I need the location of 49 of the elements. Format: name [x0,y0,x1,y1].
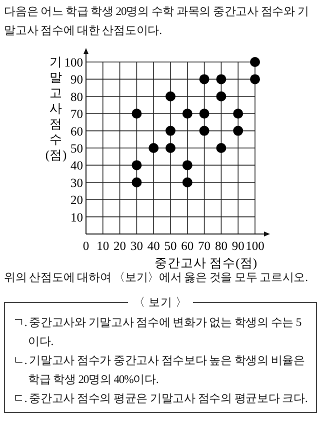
x-tick-label: 10 [96,239,110,253]
text: ㄴ. 기말고사 점수가 중간고사 점수보다 높은 학생의 비율은 학급 학생 20명의 40%이다. [13,353,306,388]
y-tick-label: 70 [70,107,83,122]
point [216,91,226,102]
text: ㄷ. 중간고사 점수의 평균은 기말고사 점수의 평균보다 크다. [13,391,308,407]
point [166,91,176,102]
y-tick-label: 10 [70,210,83,224]
y-tick-label: 40 [70,158,83,173]
point [182,160,192,170]
y-tick-label: 90 [70,72,83,87]
y-axis-title: 기말고사 점수(점) [45,55,67,162]
point [166,126,176,136]
y-tick-label: 100 [64,56,83,70]
point [233,126,244,136]
point [166,143,176,153]
y-tick-label: 60 [70,124,83,138]
point [250,74,260,84]
x-axis-title: 중간고사 점수(점) [154,256,257,270]
x-tick-label: 30 [130,239,143,253]
point [216,143,226,153]
y-tick-label: 50 [70,142,83,156]
x-tick-label: 40 [147,239,160,253]
x-tick-label: 50 [164,239,177,253]
x-tick-label: 80 [214,239,228,253]
x-tick-label: 70 [198,239,211,253]
point [199,126,210,136]
x-tick-label: 90 [232,239,244,253]
text: 〈 보기 〉 [128,296,194,309]
point [199,108,210,119]
y-tick-label: 80 [70,90,83,104]
point [250,57,260,67]
point [182,177,192,188]
y-tick-label: 30 [70,176,83,190]
x-tick-label: 20 [114,239,126,253]
chart-title: 다음은 어느 학급 학생 20명의 수학 과목의 중간고사 점수와 기말고사 점수에 대한 산점도이다. [4,4,310,39]
point [182,108,192,119]
point [132,108,142,119]
x-tick-label: 0 [82,239,90,253]
point [132,160,142,170]
point [216,74,226,84]
x-tick-label: 100 [246,239,264,253]
x-tick-label: 60 [181,239,194,253]
text: ㄱ. 중간고사와 기말고사 점수에 변화가 없는 학생의 수는 5이다. [13,315,302,350]
point [233,108,244,119]
y-tick-label: 20 [70,193,83,208]
point [199,74,210,84]
point [132,177,142,188]
text: 위의 산점도에 대하여 〈보기〉에서 옳은 것을 모두 고르시오. [4,271,308,284]
point [148,143,159,153]
